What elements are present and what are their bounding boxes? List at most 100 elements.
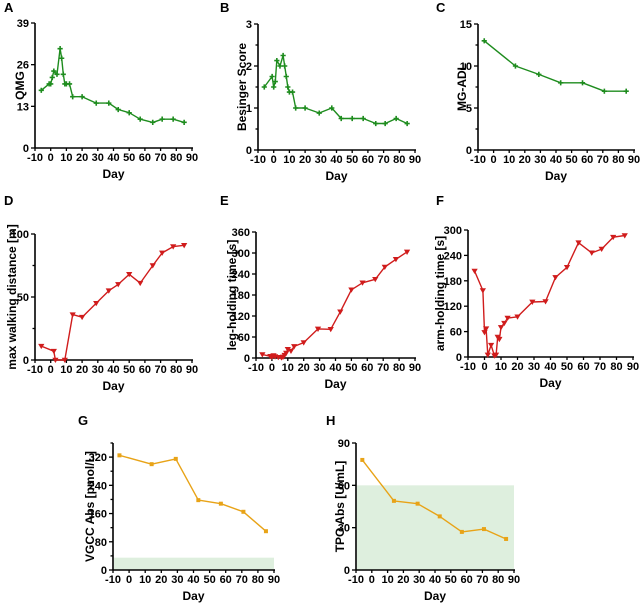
- x-tick-label: 10: [60, 152, 72, 164]
- data-point-marker: [481, 38, 487, 44]
- data-point-marker: [79, 94, 85, 100]
- data-point-marker: [170, 244, 177, 250]
- x-tick-label: 60: [361, 362, 373, 374]
- y-tick-label: 60: [238, 332, 250, 344]
- data-point-marker: [287, 348, 295, 354]
- x-tick-label: 10: [495, 361, 507, 373]
- x-tick-label: 80: [252, 574, 264, 586]
- data-point-marker: [349, 115, 355, 122]
- x-tick-label: 90: [508, 574, 520, 586]
- y-tick-label: 10: [460, 61, 472, 73]
- y-tick-label: 15: [460, 19, 472, 31]
- data-point-marker: [117, 453, 122, 458]
- data-point-marker: [338, 115, 344, 122]
- x-tick-label: 40: [429, 574, 441, 586]
- x-tick-label: 80: [170, 152, 182, 164]
- data-point-marker: [329, 105, 335, 111]
- data-point-marker: [623, 88, 629, 94]
- x-tick-label: 0: [48, 364, 54, 376]
- x-axis-title: Day: [102, 379, 124, 393]
- y-axis-title: QMG: [13, 71, 27, 100]
- y-tick-label: 50: [17, 292, 29, 304]
- data-point-marker: [575, 240, 582, 246]
- x-tick-label: 30: [528, 361, 540, 373]
- data-point-marker: [57, 46, 63, 52]
- data-point-marker: [50, 348, 57, 355]
- data-point-marker: [149, 263, 156, 269]
- x-tick-label: 60: [139, 152, 151, 164]
- data-point-marker: [218, 501, 223, 506]
- data-point-marker: [481, 527, 486, 532]
- y-tick-label: 26: [17, 60, 29, 72]
- x-tick-label: -10: [250, 154, 266, 166]
- data-point-marker: [348, 287, 355, 293]
- data-point-marker: [459, 529, 464, 534]
- x-tick-label: 50: [346, 154, 358, 166]
- y-tick-label: 360: [232, 227, 250, 239]
- y-tick-label: 1: [246, 103, 252, 115]
- data-point-marker: [403, 249, 411, 255]
- data-point-marker: [621, 233, 628, 239]
- x-tick-label: 90: [268, 574, 280, 586]
- x-tick-label: 80: [393, 154, 405, 166]
- x-tick-label: 20: [519, 154, 531, 166]
- data-point-marker: [529, 299, 536, 305]
- x-tick-label: 10: [503, 154, 515, 166]
- data-point-marker: [563, 264, 571, 271]
- x-tick-label: 50: [345, 362, 357, 374]
- data-point-marker: [291, 344, 298, 350]
- x-tick-label: 60: [581, 154, 593, 166]
- data-point-marker: [170, 116, 176, 122]
- data-point-marker: [504, 315, 511, 322]
- data-point-marker: [61, 357, 68, 363]
- x-tick-label: 60: [362, 154, 374, 166]
- y-tick-label: 300: [444, 225, 462, 237]
- data-point-marker: [283, 73, 289, 80]
- data-point-marker: [38, 87, 44, 93]
- data-point-marker: [497, 325, 505, 331]
- x-tick-label: 10: [381, 574, 393, 586]
- data-point-marker: [38, 343, 45, 350]
- y-tick-label: 120: [444, 301, 462, 313]
- x-tick-label: 70: [377, 362, 389, 374]
- data-point-marker: [69, 312, 76, 318]
- x-tick-label: 70: [597, 154, 609, 166]
- data-point-marker: [106, 100, 112, 106]
- data-point-marker: [115, 282, 122, 288]
- y-tick-label: 80: [95, 537, 107, 549]
- y-tick-label: 13: [17, 101, 29, 113]
- x-tick-label: 90: [628, 154, 640, 166]
- data-point-marker: [70, 94, 76, 100]
- panel-label: F: [436, 193, 444, 208]
- data-point-marker: [512, 63, 519, 69]
- panel-label: D: [4, 193, 13, 208]
- x-tick-label: 30: [534, 154, 546, 166]
- y-axis-title: VGCC Abs [pmol/L]: [83, 451, 97, 562]
- y-tick-label: 0: [101, 565, 107, 577]
- data-point-marker: [393, 115, 399, 122]
- x-tick-label: 30: [313, 362, 325, 374]
- data-point-marker: [579, 80, 586, 86]
- data-point-marker: [542, 299, 549, 305]
- x-tick-label: 80: [170, 364, 182, 376]
- data-point-marker: [327, 327, 334, 333]
- y-tick-label: 240: [444, 250, 462, 262]
- data-point-marker: [181, 243, 188, 249]
- x-tick-label: 20: [511, 361, 523, 373]
- x-tick-label: 0: [491, 154, 497, 166]
- data-point-marker: [501, 320, 508, 327]
- panel-label: A: [4, 0, 14, 15]
- panel-label: C: [436, 0, 446, 15]
- y-tick-label: 0: [344, 565, 350, 577]
- data-point-marker: [598, 246, 605, 253]
- y-tick-label: 0: [466, 145, 472, 157]
- panel-label: B: [220, 0, 229, 15]
- x-tick-label: 60: [460, 574, 472, 586]
- x-tick-label: 40: [330, 154, 342, 166]
- data-point-marker: [437, 514, 442, 519]
- x-tick-label: 10: [282, 362, 294, 374]
- x-tick-label: 80: [393, 362, 405, 374]
- y-tick-label: 0: [246, 145, 252, 157]
